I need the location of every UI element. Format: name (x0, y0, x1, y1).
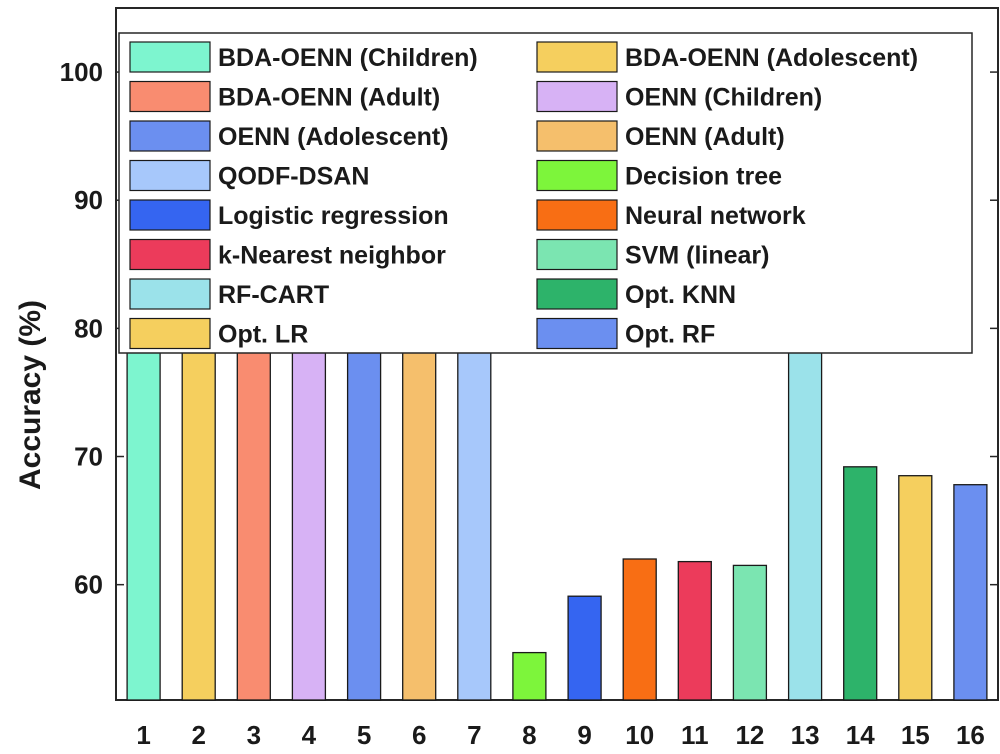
bar-14 (843, 466, 878, 701)
x-tick-label-9: 9 (577, 720, 591, 750)
y-axis-label: Accuracy (%) (14, 300, 47, 490)
legend-swatch-7 (129, 159, 211, 192)
legend-label-12: SVM (linear) (625, 242, 769, 270)
x-axis-ticks: 1 2 3 4 5 6 7 8 9 10 11 12 13 14 15 16 (136, 720, 984, 750)
x-tick-label-2: 2 (191, 720, 205, 750)
legend-label-7: QODF-DSAN (218, 163, 369, 191)
legend-swatch-16 (536, 317, 618, 350)
x-tick-label-1: 1 (136, 720, 150, 750)
legend-label-1: BDA-OENN (Children) (218, 44, 478, 72)
y-tick-label-80: 80 (74, 313, 103, 343)
bar-15 (898, 475, 933, 701)
bar-8 (512, 651, 547, 701)
legend-label-15: Opt. LR (218, 321, 308, 349)
y-tick-label-90: 90 (74, 185, 103, 215)
y-axis-ticks: 60 70 80 90 100 (60, 57, 998, 600)
bar-16 (953, 484, 988, 701)
bar-9 (567, 595, 602, 701)
legend-label-5: OENN (Adolescent) (218, 123, 449, 151)
legend-swatch-5 (129, 120, 211, 152)
legend-swatch-11 (129, 238, 211, 271)
bar-11 (677, 560, 712, 701)
bar-13 (787, 318, 823, 701)
legend-label-16: Opt. RF (625, 321, 715, 349)
legend-swatch-4 (536, 80, 618, 113)
legend-swatch-9 (129, 199, 211, 231)
x-tick-label-13: 13 (791, 720, 820, 750)
legend-label-8: Decision tree (625, 163, 782, 191)
x-tick-label-5: 5 (357, 720, 371, 750)
legend-label-14: Opt. KNN (625, 281, 736, 309)
legend-label-4: OENN (Children) (625, 84, 822, 112)
x-tick-label-7: 7 (467, 720, 481, 750)
x-tick-label-14: 14 (846, 720, 875, 750)
legend-label-9: Logistic regression (218, 202, 449, 230)
legend-swatch-3 (129, 80, 211, 113)
legend-label-3: BDA-OENN (Adult) (218, 84, 440, 112)
x-tick-label-15: 15 (901, 720, 930, 750)
y-tick-label-60: 60 (74, 570, 103, 600)
x-tick-label-16: 16 (956, 720, 985, 750)
legend-swatch-1 (129, 41, 211, 73)
legend-label-11: k-Nearest neighbor (218, 242, 446, 270)
legend-label-2: BDA-OENN (Adolescent) (625, 44, 918, 72)
bar-12 (732, 564, 768, 701)
legend-swatch-12 (536, 238, 618, 271)
legend-label-6: OENN (Adult) (625, 123, 785, 151)
x-tick-label-3: 3 (247, 720, 261, 750)
legend-swatch-14 (536, 278, 618, 310)
y-tick-label-100: 100 (60, 57, 103, 87)
x-tick-label-11: 11 (681, 720, 709, 750)
legend-swatch-10 (536, 199, 618, 231)
x-tick-label-6: 6 (412, 720, 426, 750)
x-tick-label-10: 10 (625, 720, 654, 750)
legend-label-10: Neural network (625, 202, 806, 230)
legend: BDA-OENN (Children) BDA-OENN (Adolescent)… (118, 32, 973, 354)
x-tick-label-12: 12 (735, 720, 764, 750)
bar-10 (622, 558, 657, 701)
legend-swatch-2 (536, 41, 618, 73)
y-tick-label-70: 70 (74, 442, 103, 472)
legend-swatch-8 (536, 159, 618, 192)
legend-swatch-15 (129, 317, 211, 350)
legend-swatch-6 (536, 120, 618, 152)
x-tick-label-8: 8 (522, 720, 536, 750)
legend-swatch-13 (129, 278, 211, 310)
x-tick-label-4: 4 (302, 720, 317, 750)
legend-label-13: RF-CART (218, 281, 329, 309)
